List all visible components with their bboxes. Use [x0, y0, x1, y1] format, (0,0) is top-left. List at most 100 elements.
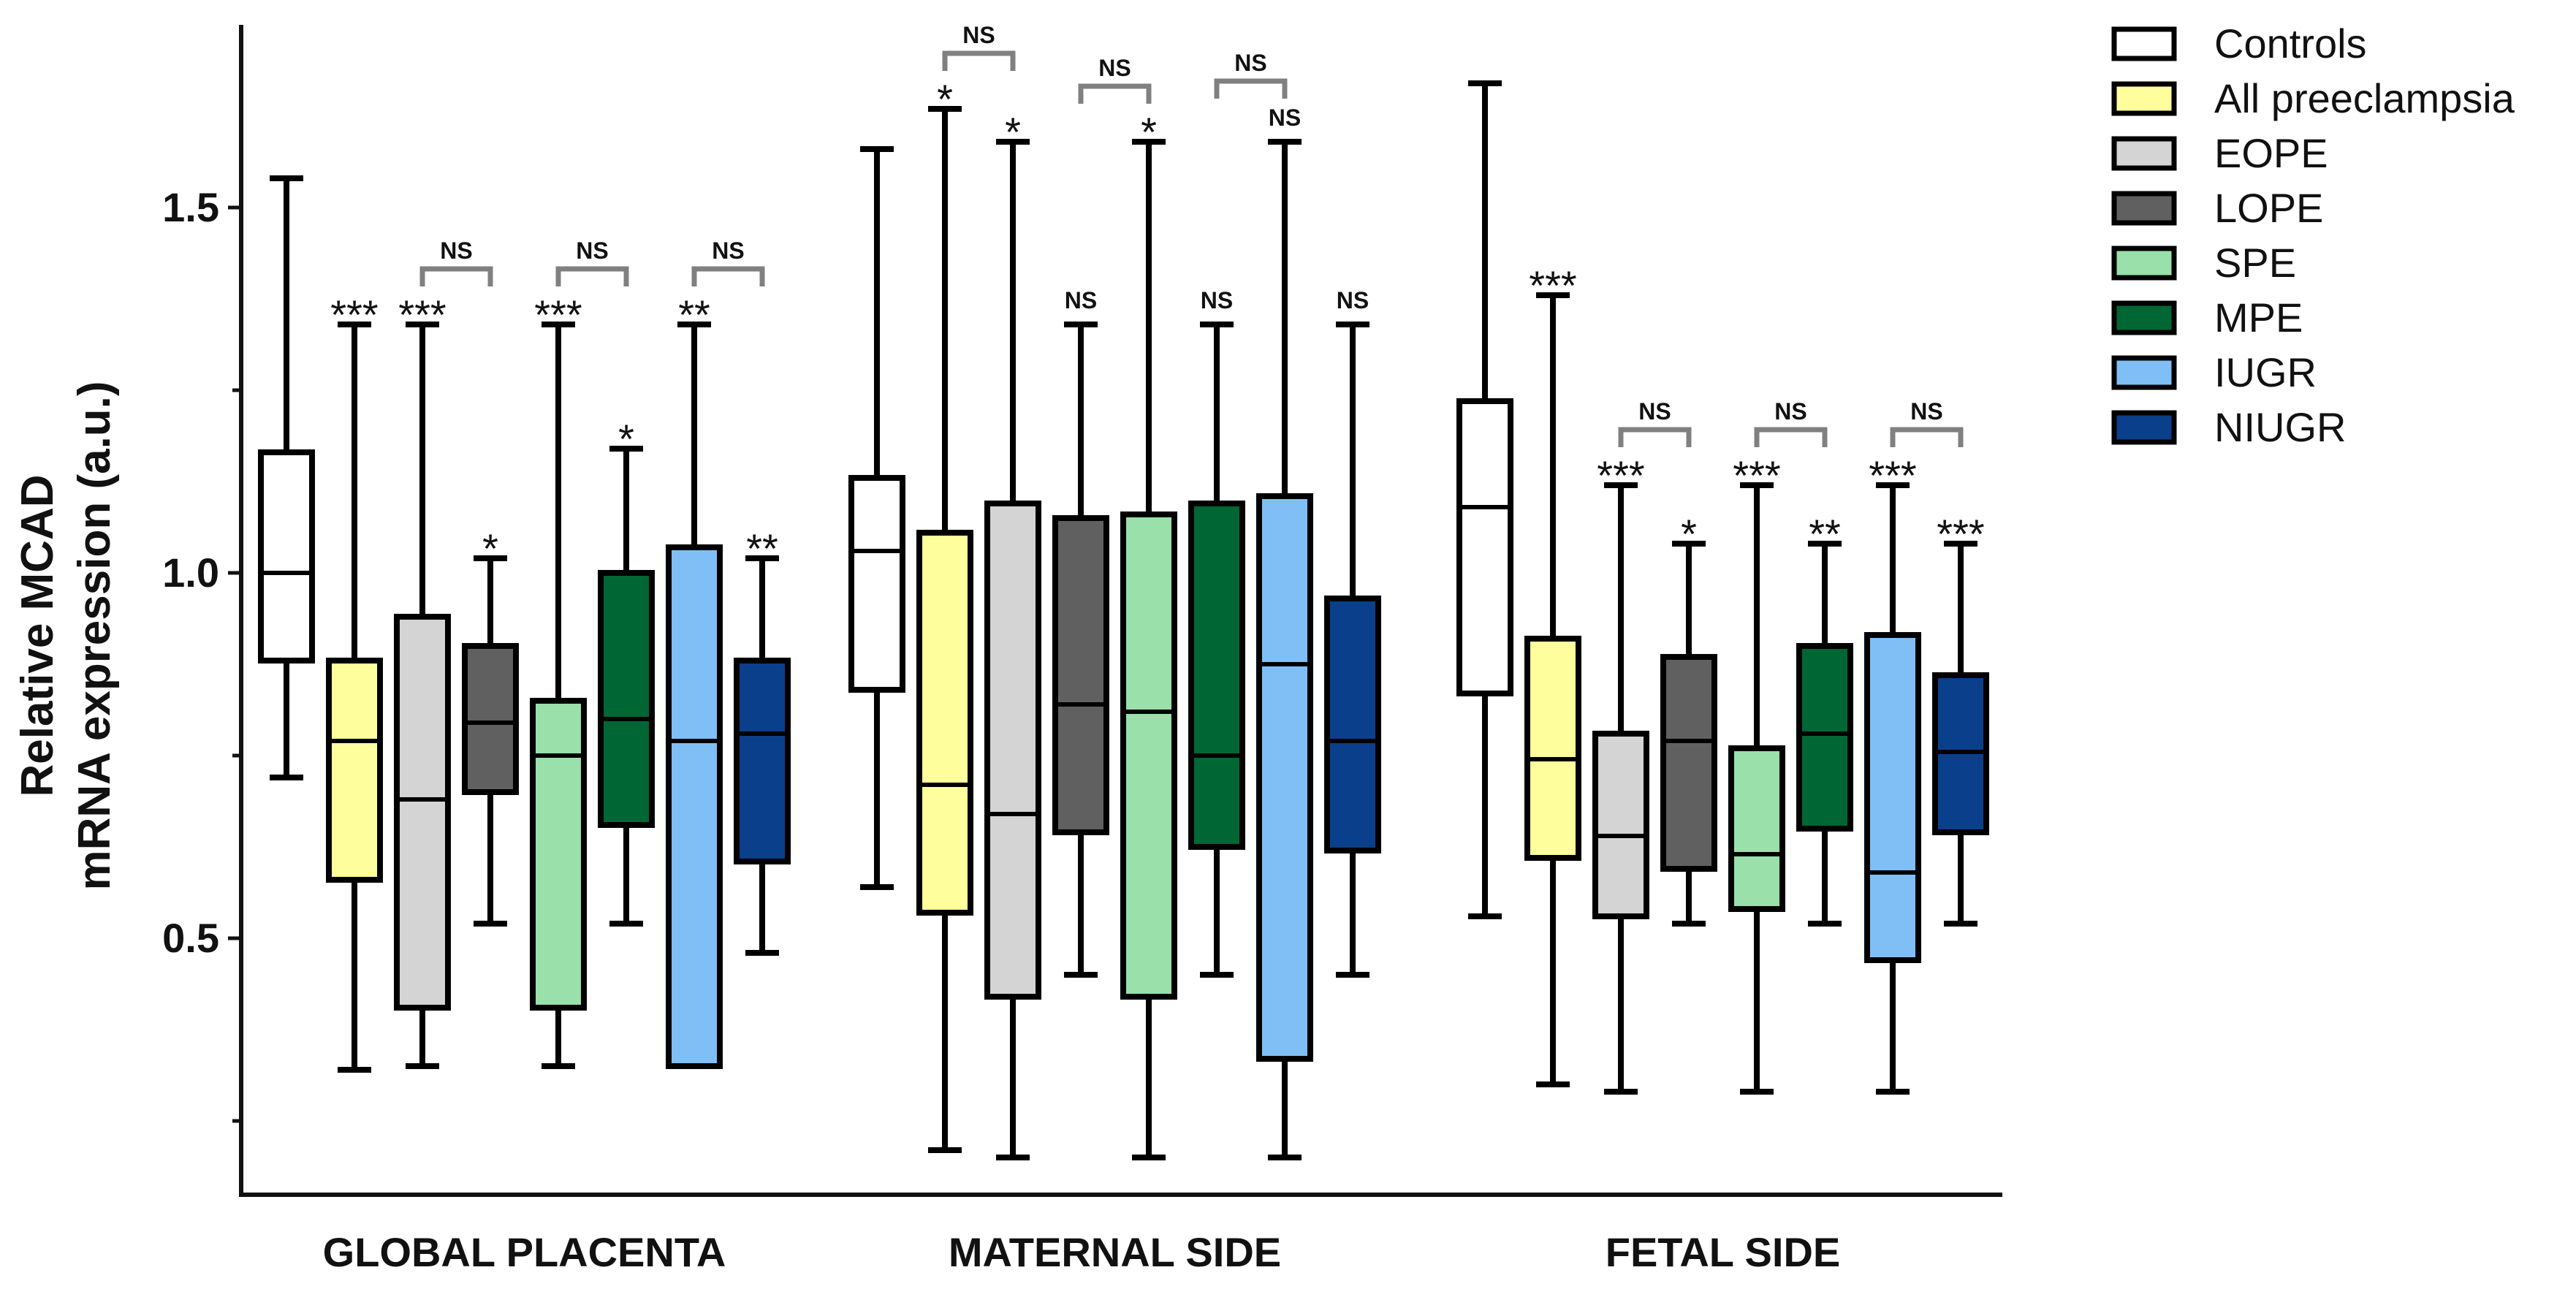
bracket-line [555, 266, 629, 286]
bracket-line [1618, 427, 1692, 447]
significance-label: NS [1201, 287, 1233, 313]
bracket-label: NS [1638, 398, 1671, 425]
legend-label: LOPE [2214, 185, 2323, 231]
ns-bracket: NS [691, 237, 765, 286]
iqr-box [462, 643, 519, 795]
box-niugr: NS [1324, 287, 1381, 978]
iqr-box [1120, 512, 1177, 1000]
significance-label: * [1681, 511, 1697, 557]
bracket-label: NS [1774, 398, 1806, 425]
iqr-box [734, 658, 791, 864]
ns-bracket: NS [1214, 50, 1288, 99]
bracket-line [1078, 83, 1152, 104]
group-label: FETAL SIDE [1606, 1229, 1841, 1275]
iqr-box [1660, 654, 1717, 872]
box-iugr: NS [1256, 104, 1313, 1160]
axes: 0.5 1.0 1.5 Relative MCAD mRNA expression (a… [12, 25, 2002, 1197]
significance-label: ** [678, 292, 710, 338]
iqr-box [530, 698, 587, 1011]
box-controls [848, 146, 905, 890]
box-spe: * [1120, 109, 1177, 1160]
ns-bracket: NS [419, 237, 493, 286]
significance-label: * [937, 76, 953, 122]
group-maternal-side: * * NS * NS NS NS NS NS NS MATERNAL SIDE [848, 22, 1381, 1275]
iqr-box [666, 544, 723, 1069]
legend-swatch [2111, 26, 2177, 61]
y-axis-label-line2: mRNA expression (a.u.) [69, 381, 120, 890]
bracket-line [691, 266, 765, 286]
iqr-box [1324, 596, 1381, 853]
legend-item-mpe: MPE [2111, 294, 2303, 341]
significance-label: ** [746, 525, 778, 571]
box-spe: *** [530, 292, 587, 1069]
iqr-box [848, 475, 905, 693]
significance-label: *** [1529, 262, 1576, 308]
legend-item-eope: EOPE [2111, 130, 2328, 176]
legend-swatch [2111, 246, 2177, 281]
iqr-box [1456, 398, 1513, 696]
legend-item-spe: SPE [2111, 240, 2296, 286]
legend-label: SPE [2214, 240, 2296, 286]
iqr-box [1188, 501, 1245, 850]
box-controls [1456, 80, 1513, 919]
box-spe: *** [1728, 452, 1785, 1095]
legend-item-controls: Controls [2111, 20, 2367, 66]
ns-bracket: NS [1618, 398, 1692, 447]
legend-swatch [2111, 300, 2177, 335]
significance-label: *** [1937, 511, 1984, 557]
box-controls [258, 175, 315, 780]
significance-label: * [482, 525, 498, 571]
bracket-line [419, 266, 493, 286]
significance-label: *** [534, 292, 582, 338]
iqr-box [1592, 731, 1649, 919]
group-label: GLOBAL PLACENTA [323, 1229, 726, 1275]
iqr-box [916, 530, 973, 916]
significance-label: *** [330, 292, 378, 338]
box-eope: * [984, 109, 1041, 1160]
legend-swatch [2111, 355, 2177, 390]
significance-label: * [1005, 109, 1021, 155]
iqr-box [1796, 643, 1853, 832]
ns-bracket: NS [1890, 398, 1964, 447]
bracket-label: NS [440, 237, 472, 264]
iqr-box [1864, 632, 1921, 963]
legend-swatch [2111, 136, 2177, 171]
iqr-box [984, 501, 1041, 1000]
bracket-line [1754, 427, 1828, 447]
significance-label: *** [1733, 452, 1780, 498]
box-all-preeclampsia: *** [1524, 262, 1581, 1087]
iqr-box [1256, 493, 1313, 1062]
box-niugr: ** [734, 525, 791, 956]
ns-bracket: NS [555, 237, 629, 286]
iqr-box [394, 614, 451, 1011]
bracket-label: NS [1234, 50, 1266, 76]
bracket-label: NS [576, 237, 608, 264]
group-label: MATERNAL SIDE [949, 1229, 1281, 1275]
bracket-label: NS [712, 237, 744, 264]
box-eope: *** [1592, 452, 1649, 1095]
iqr-box [598, 570, 655, 828]
legend-label: All preeclampsia [2214, 75, 2515, 121]
legend-item-niugr: NIUGR [2111, 404, 2346, 450]
box-mpe: * [598, 416, 655, 927]
legend-label: NIUGR [2214, 404, 2346, 450]
legend-swatch [2111, 191, 2177, 226]
box-all-preeclampsia: *** [326, 292, 383, 1073]
legend-label: EOPE [2214, 130, 2328, 176]
bracket-label: NS [1910, 398, 1942, 425]
y-tick-label: 1.5 [162, 184, 219, 230]
box-all-preeclampsia: * [916, 76, 973, 1153]
legend-swatch [2111, 410, 2177, 445]
iqr-box [1052, 515, 1109, 835]
box-iugr: *** [1864, 452, 1921, 1095]
legend-item-iugr: IUGR [2111, 349, 2317, 395]
iqr-box [326, 658, 383, 883]
legend-label: Controls [2214, 20, 2367, 66]
significance-label: NS [1065, 287, 1097, 313]
box-niugr: *** [1932, 511, 1989, 927]
bracket-line [1214, 78, 1288, 99]
